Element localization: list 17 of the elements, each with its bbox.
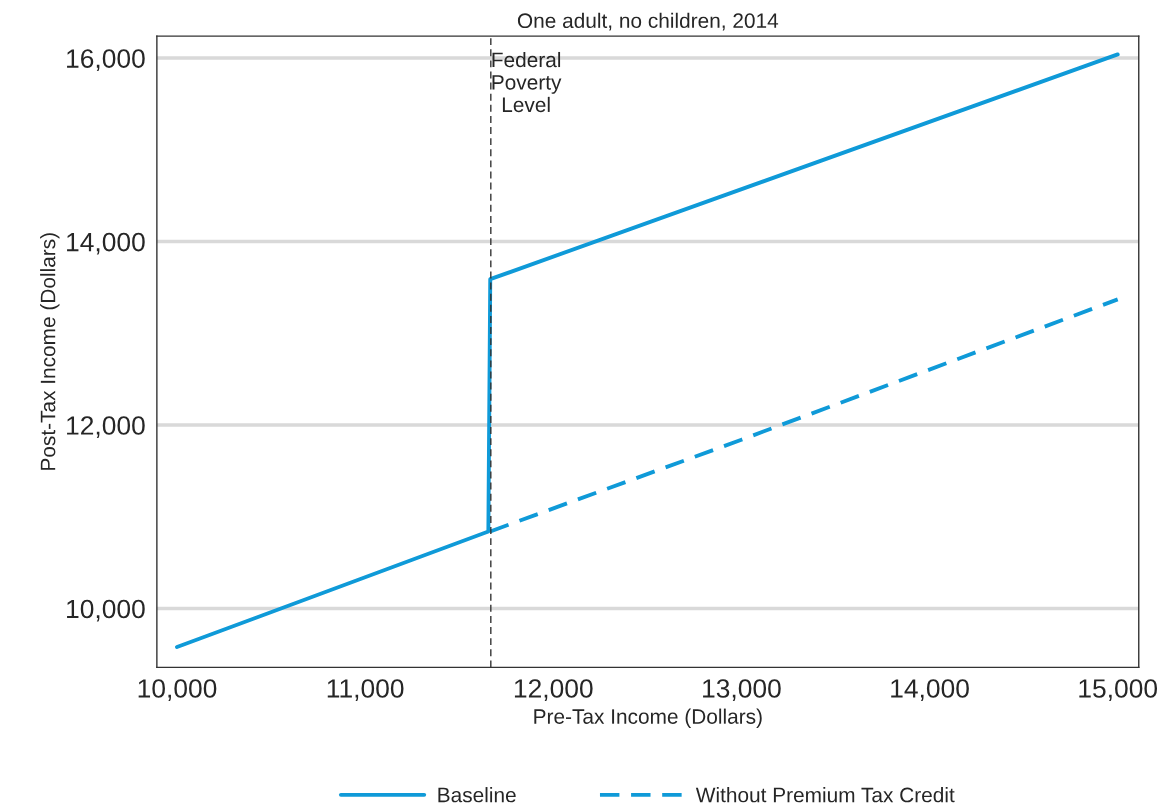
legend-label: Baseline — [438, 787, 516, 803]
x-axis-title: Pre-Tax Income (Dollars) — [534, 708, 762, 728]
x-tick-label: 13,000 — [703, 679, 781, 701]
chart-title: One adult, no children, 2014 — [517, 12, 779, 31]
x-tick-label: 10,000 — [138, 679, 217, 701]
x-tick-label: 11,000 — [327, 679, 404, 701]
y-tick-label: 12,000 — [67, 416, 145, 438]
y-axis-title: Post-Tax Income (Dollars) — [40, 233, 60, 470]
y-tick-label: 14,000 — [67, 232, 145, 255]
line-series — [175, 52, 1120, 649]
ref-line-label: Federal Poverty Level — [492, 51, 562, 113]
x-tick-label: 15,000 — [1079, 679, 1158, 701]
y-tick-label: 16,000 — [67, 49, 145, 72]
legend-label: Without Premium Tax Credit — [695, 787, 955, 803]
y-tick-label: 10,000 — [67, 599, 145, 622]
x-tick-label: 12,000 — [514, 679, 593, 701]
x-tick-label: 14,000 — [891, 679, 969, 701]
